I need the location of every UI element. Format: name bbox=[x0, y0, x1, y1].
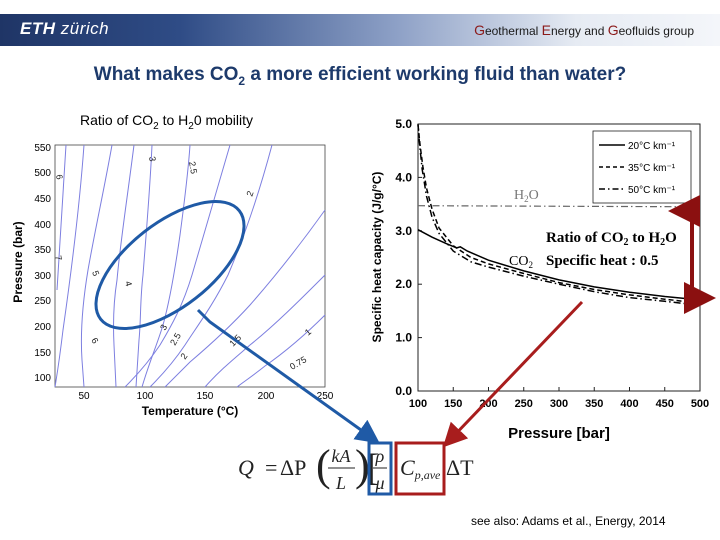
eq-equals: = bbox=[265, 455, 277, 480]
y-tick-label: 250 bbox=[34, 296, 51, 307]
contour-label: 1 bbox=[303, 327, 313, 338]
series-line-1 bbox=[417, 125, 694, 304]
y-tick-label: 500 bbox=[34, 168, 51, 179]
series-line-2 bbox=[417, 123, 694, 306]
y-tick-label: 5.0 bbox=[395, 117, 412, 131]
mobility-term-box bbox=[367, 441, 393, 496]
ratio-annotation-line1: Ratio of CO2 to H2O bbox=[546, 230, 677, 248]
eq-cp: Cp,ave bbox=[400, 455, 441, 482]
heat-flow-equation: Q = ΔP ( kA L ) [ ρ μ Cp,ave ΔT bbox=[238, 441, 474, 496]
y-tick-label: 3.0 bbox=[395, 224, 412, 238]
header-gradient-bar bbox=[0, 14, 720, 46]
eq-Q: Q bbox=[238, 455, 254, 480]
contour-y-axis-label: Pressure (bar) bbox=[11, 221, 25, 302]
chart-legend: 20°C km⁻¹ 35°C km⁻¹ 50°C km⁻¹ bbox=[592, 130, 692, 204]
legend-entry: 20°C km⁻¹ bbox=[628, 141, 676, 152]
legend-entry: 35°C km⁻¹ bbox=[628, 163, 676, 174]
legend-entry: 50°C km⁻¹ bbox=[628, 185, 676, 196]
specific-heat-chart: 0.0 1.0 2.0 3.0 4.0 5.0 100 150 200 250 300 350 400… bbox=[370, 117, 716, 442]
y-tick-label: 550 bbox=[34, 143, 51, 154]
mobility-link-arrow bbox=[196, 308, 380, 444]
contour-label: 7 bbox=[53, 255, 64, 262]
contour-label: 4 bbox=[123, 280, 134, 287]
x-tick-label: 200 bbox=[479, 398, 497, 410]
mobility-plot-title: Ratio of CO2 to H20 mobility bbox=[80, 112, 253, 132]
chart-y-axis-label: Specific heat capacity (J/g/°C) bbox=[370, 172, 384, 343]
group-name: Geothermal Energy and Geofluids group bbox=[474, 22, 694, 38]
contour-label: 3 bbox=[158, 323, 169, 332]
y-tick-label: 300 bbox=[34, 271, 51, 282]
contour-label: 2 bbox=[178, 351, 189, 361]
x-tick-label: 100 bbox=[409, 398, 427, 410]
eq-mu: μ bbox=[374, 473, 384, 493]
x-tick-label: 250 bbox=[317, 391, 334, 402]
y-tick-label: 150 bbox=[34, 348, 51, 359]
contour-x-ticks: 50 100 150 200 250 bbox=[78, 391, 333, 402]
x-tick-label: 250 bbox=[515, 398, 533, 410]
x-tick-label: 350 bbox=[585, 398, 603, 410]
x-tick-label: 100 bbox=[137, 391, 154, 402]
eq-left-paren: ( bbox=[316, 441, 331, 490]
eq-rho: ρ bbox=[375, 446, 385, 466]
eq-L: L bbox=[335, 473, 346, 493]
contour-label: 2 bbox=[244, 190, 255, 198]
contour-lines bbox=[54, 144, 326, 388]
reference-citation: see also: Adams et al., Energy, 2014 bbox=[471, 514, 666, 528]
heat-capacity-link-arrow bbox=[442, 300, 584, 448]
contour-plot-frame bbox=[54, 144, 326, 388]
heat-capacity-term-box bbox=[394, 441, 446, 496]
ratio-annotation-line2: Specific heat : 0.5 bbox=[546, 253, 658, 269]
slide-title: What makes CO2 a more efficient working … bbox=[93, 64, 627, 88]
chart-y-ticks: 0.0 1.0 2.0 3.0 4.0 5.0 bbox=[395, 117, 422, 398]
y-tick-label: 100 bbox=[34, 373, 51, 384]
chart-x-axis-label: Pressure [bar] bbox=[508, 425, 610, 442]
x-tick-label: 200 bbox=[258, 391, 275, 402]
eq-delta-p: ΔP bbox=[280, 455, 306, 480]
series-line-3 bbox=[417, 205, 701, 208]
x-tick-label: 400 bbox=[620, 398, 638, 410]
contour-label: 6 bbox=[89, 336, 100, 345]
y-tick-label: 4.0 bbox=[395, 170, 412, 184]
y-tick-label: 350 bbox=[34, 245, 51, 256]
y-tick-label: 200 bbox=[34, 322, 51, 333]
chart-x-ticks: 100 150 200 250 300 350 400 450 500 bbox=[409, 387, 709, 410]
contour-x-axis-label: Temperature (°C) bbox=[142, 404, 239, 418]
contour-label: 2.5 bbox=[187, 161, 199, 175]
mobility-contour-plot: 6 7 5 6 4 3 2.5 3 2.5 2 2 1.5 1 0.75 550… bbox=[11, 143, 334, 418]
y-tick-label: 2.0 bbox=[395, 277, 412, 291]
eq-delta-t: ΔT bbox=[446, 455, 474, 480]
y-tick-label: 0.0 bbox=[395, 384, 412, 398]
y-tick-label: 1.0 bbox=[395, 331, 412, 345]
highlight-ellipse bbox=[94, 200, 246, 330]
contour-label: 5 bbox=[90, 269, 101, 277]
y-tick-label: 450 bbox=[34, 194, 51, 205]
contour-y-ticks: 550 500 450 400 350 300 250 200 150 100 bbox=[34, 143, 51, 384]
header-banner: ETH zürich Geothermal Energy and Geoflui… bbox=[0, 0, 720, 60]
co2-annotation: CO2 bbox=[509, 254, 533, 270]
x-tick-label: 50 bbox=[78, 391, 90, 402]
eq-right-paren: ) bbox=[355, 441, 370, 490]
series-line-0 bbox=[417, 229, 694, 300]
y-tick-label: 400 bbox=[34, 220, 51, 231]
x-tick-label: 150 bbox=[197, 391, 214, 402]
x-tick-label: 150 bbox=[444, 398, 462, 410]
h2o-annotation: H2O bbox=[514, 188, 539, 204]
contour-label: 3 bbox=[147, 156, 158, 163]
chart-series-group bbox=[417, 123, 701, 306]
eq-kA: kA bbox=[332, 446, 352, 466]
contour-label: 6 bbox=[54, 174, 65, 181]
eth-logo: ETH zürich bbox=[20, 19, 110, 38]
x-tick-label: 500 bbox=[691, 398, 709, 410]
x-tick-label: 450 bbox=[656, 398, 674, 410]
x-tick-label: 300 bbox=[550, 398, 568, 410]
